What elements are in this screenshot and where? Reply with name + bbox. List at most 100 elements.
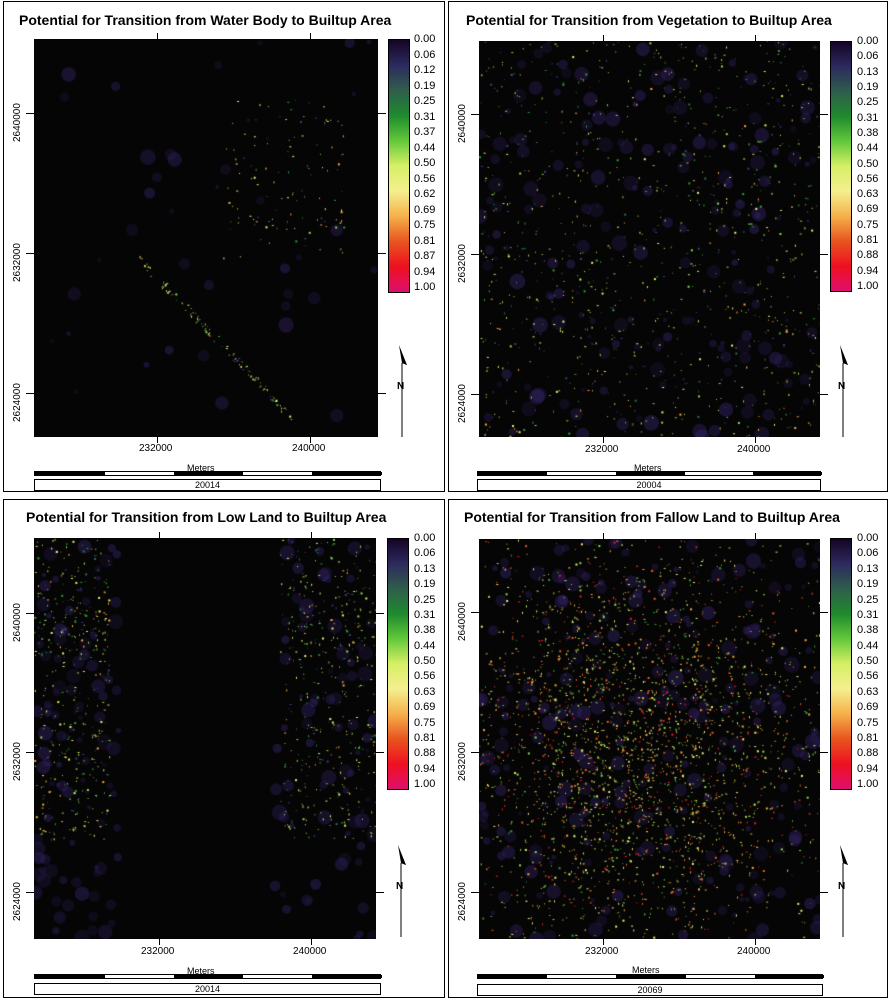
footer-label: 20069 bbox=[477, 984, 823, 996]
y-tick-label: 2640000 bbox=[457, 104, 468, 143]
legend-label: 0.56 bbox=[414, 670, 436, 682]
north-arrow-icon: N bbox=[838, 345, 854, 442]
raster-map bbox=[34, 538, 376, 939]
panel-title: Potential for Transition from Vegetation… bbox=[466, 12, 832, 28]
x-tick bbox=[311, 939, 312, 945]
legend-label: 0.19 bbox=[857, 578, 879, 590]
north-label: N bbox=[838, 381, 845, 392]
raster-map bbox=[479, 539, 820, 939]
scale-bar bbox=[477, 471, 822, 476]
x-tick bbox=[755, 35, 756, 41]
y-tick-label: 2640000 bbox=[457, 602, 468, 641]
y-tick bbox=[26, 613, 34, 614]
x-tick bbox=[755, 939, 756, 945]
x-tick-label: 232000 bbox=[141, 946, 175, 957]
legend-label: 0.50 bbox=[414, 655, 436, 667]
legend-label: 0.88 bbox=[857, 747, 879, 759]
x-tick bbox=[755, 437, 756, 443]
y-tick bbox=[26, 113, 34, 114]
legend-label: 0.13 bbox=[857, 66, 879, 78]
legend-label: 0.38 bbox=[414, 624, 436, 636]
y-tick bbox=[820, 114, 828, 115]
legend-label: 0.81 bbox=[857, 732, 879, 744]
x-tick bbox=[603, 533, 604, 539]
y-tick-label: 2624000 bbox=[457, 384, 468, 423]
legend-color-bar bbox=[830, 41, 852, 292]
legend-label: 0.94 bbox=[857, 265, 879, 277]
legend-color-bar bbox=[387, 538, 409, 790]
legend-label: 0.44 bbox=[857, 142, 879, 154]
scale-bar bbox=[34, 974, 382, 979]
legend-label: 0.37 bbox=[414, 126, 436, 138]
x-tick bbox=[159, 532, 160, 538]
legend-label: 0.69 bbox=[857, 701, 879, 713]
map-panel-fallow-land: Potential for Transition from Fallow Lan… bbox=[448, 499, 888, 998]
y-tick bbox=[376, 613, 384, 614]
y-tick bbox=[26, 253, 34, 254]
x-tick bbox=[603, 437, 604, 443]
legend-label: 0.56 bbox=[857, 173, 879, 185]
north-label: N bbox=[838, 881, 845, 892]
y-tick-label: 2640000 bbox=[12, 103, 23, 142]
legend-label: 0.63 bbox=[414, 686, 436, 698]
scale-unit-label: Meters bbox=[632, 965, 660, 975]
legend-label: 0.63 bbox=[857, 188, 879, 200]
y-tick bbox=[471, 892, 479, 893]
legend-label: 1.00 bbox=[414, 281, 436, 293]
y-tick bbox=[26, 892, 34, 893]
scale-unit-label: Meters bbox=[187, 463, 215, 473]
legend-label: 0.38 bbox=[857, 624, 879, 636]
map-panel-water-body: Potential for Transition from Water Body… bbox=[3, 1, 445, 492]
legend-label: 0.94 bbox=[857, 763, 879, 775]
y-tick bbox=[471, 394, 479, 395]
legend-label: 0.19 bbox=[414, 578, 436, 590]
x-tick bbox=[603, 939, 604, 945]
y-tick-label: 2632000 bbox=[12, 243, 23, 282]
y-tick bbox=[471, 752, 479, 753]
legend-label: 0.13 bbox=[414, 563, 436, 575]
legend-label: 1.00 bbox=[857, 280, 879, 292]
footer-label: 20004 bbox=[477, 479, 821, 491]
x-tick bbox=[603, 35, 604, 41]
legend-label: 0.44 bbox=[414, 640, 436, 652]
raster-canvas bbox=[479, 539, 820, 939]
legend-label: 0.50 bbox=[857, 158, 879, 170]
legend-label: 0.19 bbox=[857, 81, 879, 93]
legend-label: 0.38 bbox=[857, 127, 879, 139]
x-tick bbox=[310, 33, 311, 39]
north-arrow-icon: N bbox=[838, 845, 854, 942]
x-tick bbox=[159, 939, 160, 945]
y-tick-label: 2632000 bbox=[12, 742, 23, 781]
panel-title: Potential for Transition from Low Land t… bbox=[26, 509, 387, 525]
x-tick-label: 240000 bbox=[293, 946, 327, 957]
raster-canvas bbox=[479, 41, 820, 437]
y-tick bbox=[378, 393, 386, 394]
legend-label: 0.81 bbox=[414, 732, 436, 744]
y-tick bbox=[820, 892, 828, 893]
legend-label: 0.44 bbox=[857, 640, 879, 652]
legend-label: 0.94 bbox=[414, 763, 436, 775]
y-tick bbox=[26, 752, 34, 753]
raster-map bbox=[34, 39, 378, 437]
y-tick bbox=[820, 752, 828, 753]
legend-label: 0.25 bbox=[857, 594, 879, 606]
north-label: N bbox=[396, 881, 403, 892]
legend-color-bar bbox=[388, 39, 410, 293]
north-label: N bbox=[397, 381, 404, 392]
legend-label: 0.56 bbox=[414, 173, 436, 185]
legend-label: 0.31 bbox=[857, 609, 879, 621]
legend-label: 0.31 bbox=[414, 609, 436, 621]
legend-label: 0.25 bbox=[857, 96, 879, 108]
legend-label: 0.88 bbox=[857, 249, 879, 261]
x-tick-label: 240000 bbox=[292, 443, 326, 454]
legend-label: 0.00 bbox=[857, 35, 879, 47]
legend-label: 0.06 bbox=[414, 49, 436, 61]
legend-label: 0.81 bbox=[857, 234, 879, 246]
legend-label: 1.00 bbox=[414, 778, 436, 790]
legend-label: 0.69 bbox=[857, 203, 879, 215]
y-tick-label: 2632000 bbox=[457, 742, 468, 781]
y-tick bbox=[471, 114, 479, 115]
legend-label: 0.75 bbox=[414, 717, 436, 729]
y-tick bbox=[376, 892, 384, 893]
legend-label: 0.06 bbox=[857, 547, 879, 559]
